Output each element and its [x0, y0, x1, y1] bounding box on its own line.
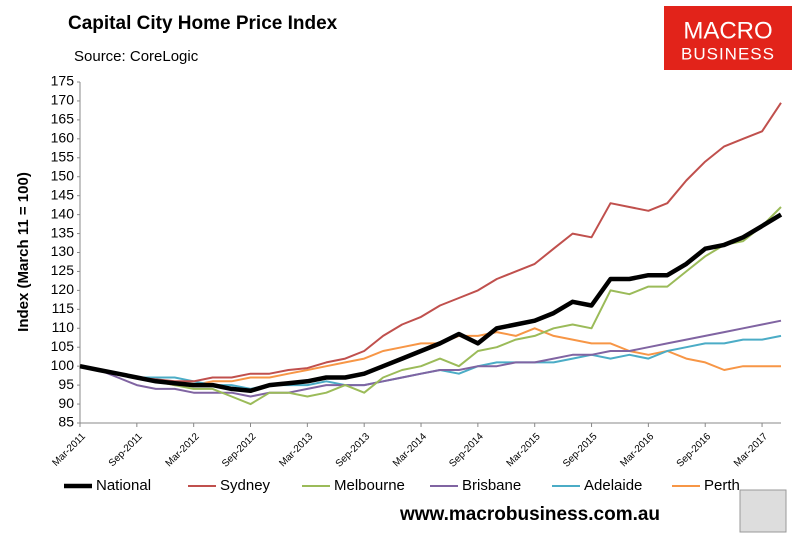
- chart-subtitle: Source: CoreLogic: [74, 48, 199, 65]
- y-tick-label: 145: [51, 186, 75, 202]
- series-line: [79, 212, 783, 394]
- x-tick-label: Sep-2014: [447, 431, 486, 470]
- y-tick-label: 150: [51, 167, 75, 183]
- x-tick-label: Mar-2014: [391, 431, 429, 469]
- logo-box: [664, 6, 792, 70]
- footer: www.macrobusiness.com.au: [399, 504, 660, 525]
- y-tick-label: 170: [51, 92, 75, 108]
- series-line: [79, 327, 781, 387]
- chart-title: Capital City Home Price Index: [68, 13, 338, 34]
- logo-text: MACRO: [683, 17, 772, 44]
- legend-label: Melbourne: [334, 477, 405, 494]
- legend-label: Sydney: [220, 477, 271, 494]
- logo-image: [739, 489, 787, 533]
- y-tick-label: 85: [58, 414, 74, 430]
- logo-text: BUSINESS: [681, 44, 775, 63]
- series-line: [79, 102, 782, 383]
- legend-label: National: [96, 477, 151, 494]
- y-tick-label: 95: [58, 376, 74, 392]
- legend-label: Perth: [704, 477, 740, 494]
- x-tick-label: Sep-2012: [220, 431, 259, 470]
- y-tick-label: 140: [51, 205, 75, 221]
- x-tick-label: Sep-2016: [675, 431, 714, 470]
- y-tick-label: 135: [51, 224, 75, 240]
- x-tick-label: Mar-2012: [164, 431, 202, 469]
- y-tick-label: 120: [51, 281, 75, 297]
- y-tick-label: 165: [51, 111, 75, 127]
- y-tick-label: 100: [51, 357, 75, 373]
- y-tick-label: 155: [51, 148, 75, 164]
- x-tick-label: Sep-2013: [334, 431, 373, 470]
- x-tick-label: Mar-2016: [618, 431, 656, 469]
- x-tick-label: Sep-2015: [561, 431, 600, 470]
- x-tick-label: Sep-2011: [107, 431, 145, 469]
- y-tick-label: 130: [51, 243, 75, 259]
- legend-label: Adelaide: [584, 477, 642, 494]
- legend-label: Brisbane: [462, 477, 521, 494]
- x-tick-label: Mar-2015: [505, 431, 543, 469]
- y-tick-label: 175: [51, 73, 75, 89]
- series-line: [79, 206, 782, 406]
- y-tick-label: 115: [52, 300, 75, 316]
- y-tick-label: 125: [51, 262, 75, 278]
- y-tick-label: 160: [51, 130, 75, 146]
- x-tick-label: Mar-2011: [50, 431, 88, 469]
- y-axis-label: Index (March 11 = 100): [15, 172, 32, 332]
- x-tick-label: Mar-2013: [277, 431, 315, 469]
- y-tick-label: 110: [52, 319, 75, 335]
- y-tick-label: 90: [58, 395, 74, 411]
- series-line: [79, 319, 782, 398]
- y-tick-label: 105: [51, 338, 75, 354]
- x-tick-label: Mar-2017: [732, 431, 770, 469]
